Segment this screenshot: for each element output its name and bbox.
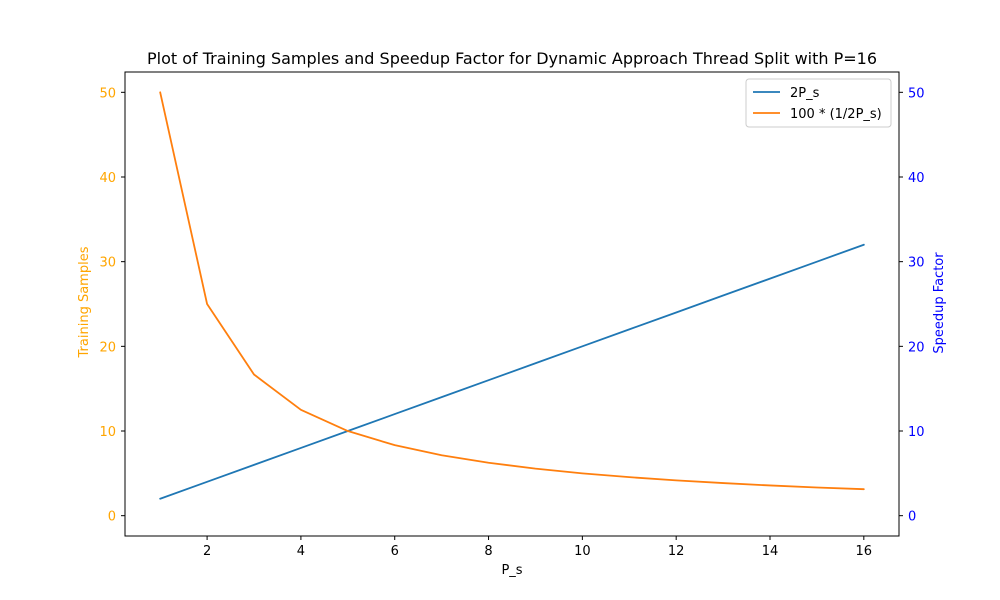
y-left-tick-label: 20 — [99, 340, 116, 355]
y-left-tick-label: 10 — [99, 425, 116, 440]
y-axis-label-left: Training Samples — [77, 246, 92, 358]
legend-box — [745, 78, 892, 128]
series-line-2 — [159, 91, 865, 491]
x-tick-label: 14 — [762, 544, 779, 559]
y-right-tick-label: 30 — [908, 256, 925, 271]
y-left-tick-label: 40 — [99, 171, 116, 186]
plot-layer — [159, 91, 865, 500]
legend: 2P_s 100 * (1/2P_s) — [745, 78, 892, 128]
y-right-tick-label: 10 — [908, 425, 925, 440]
y-right-tick-label: 20 — [908, 340, 925, 355]
y-right-tick-label: 50 — [908, 86, 925, 101]
series-line-1 — [159, 243, 865, 500]
x-tick-label: 2 — [203, 544, 211, 559]
y-right-tick-label: 0 — [908, 510, 916, 525]
plot-frame — [124, 71, 900, 537]
legend-label: 100 * (1/2P_s) — [790, 107, 882, 122]
y-left-tick-label: 0 — [108, 510, 116, 525]
y-left-tick-label: 50 — [99, 86, 116, 101]
x-tick-label: 8 — [484, 544, 492, 559]
x-tick-label: 10 — [574, 544, 591, 559]
legend-label: 2P_s — [790, 86, 820, 101]
x-axis-label: P_s — [501, 563, 522, 578]
x-tick-label: 4 — [297, 544, 305, 559]
y-left-tick-label: 30 — [99, 256, 116, 271]
x-tick-label: 16 — [856, 544, 873, 559]
axes-layer: 2 4 6 8 10 12 14 16 0 10 20 30 40 50 0 10 20 30 40 50 — [99, 71, 925, 559]
chart-title: Plot of Training Samples and Speedup Fac… — [147, 49, 877, 68]
x-tick-label: 12 — [668, 544, 685, 559]
x-tick-label: 6 — [391, 544, 399, 559]
y-right-tick-label: 40 — [908, 171, 925, 186]
y-axis-label-right: Speedup Factor — [932, 252, 947, 354]
